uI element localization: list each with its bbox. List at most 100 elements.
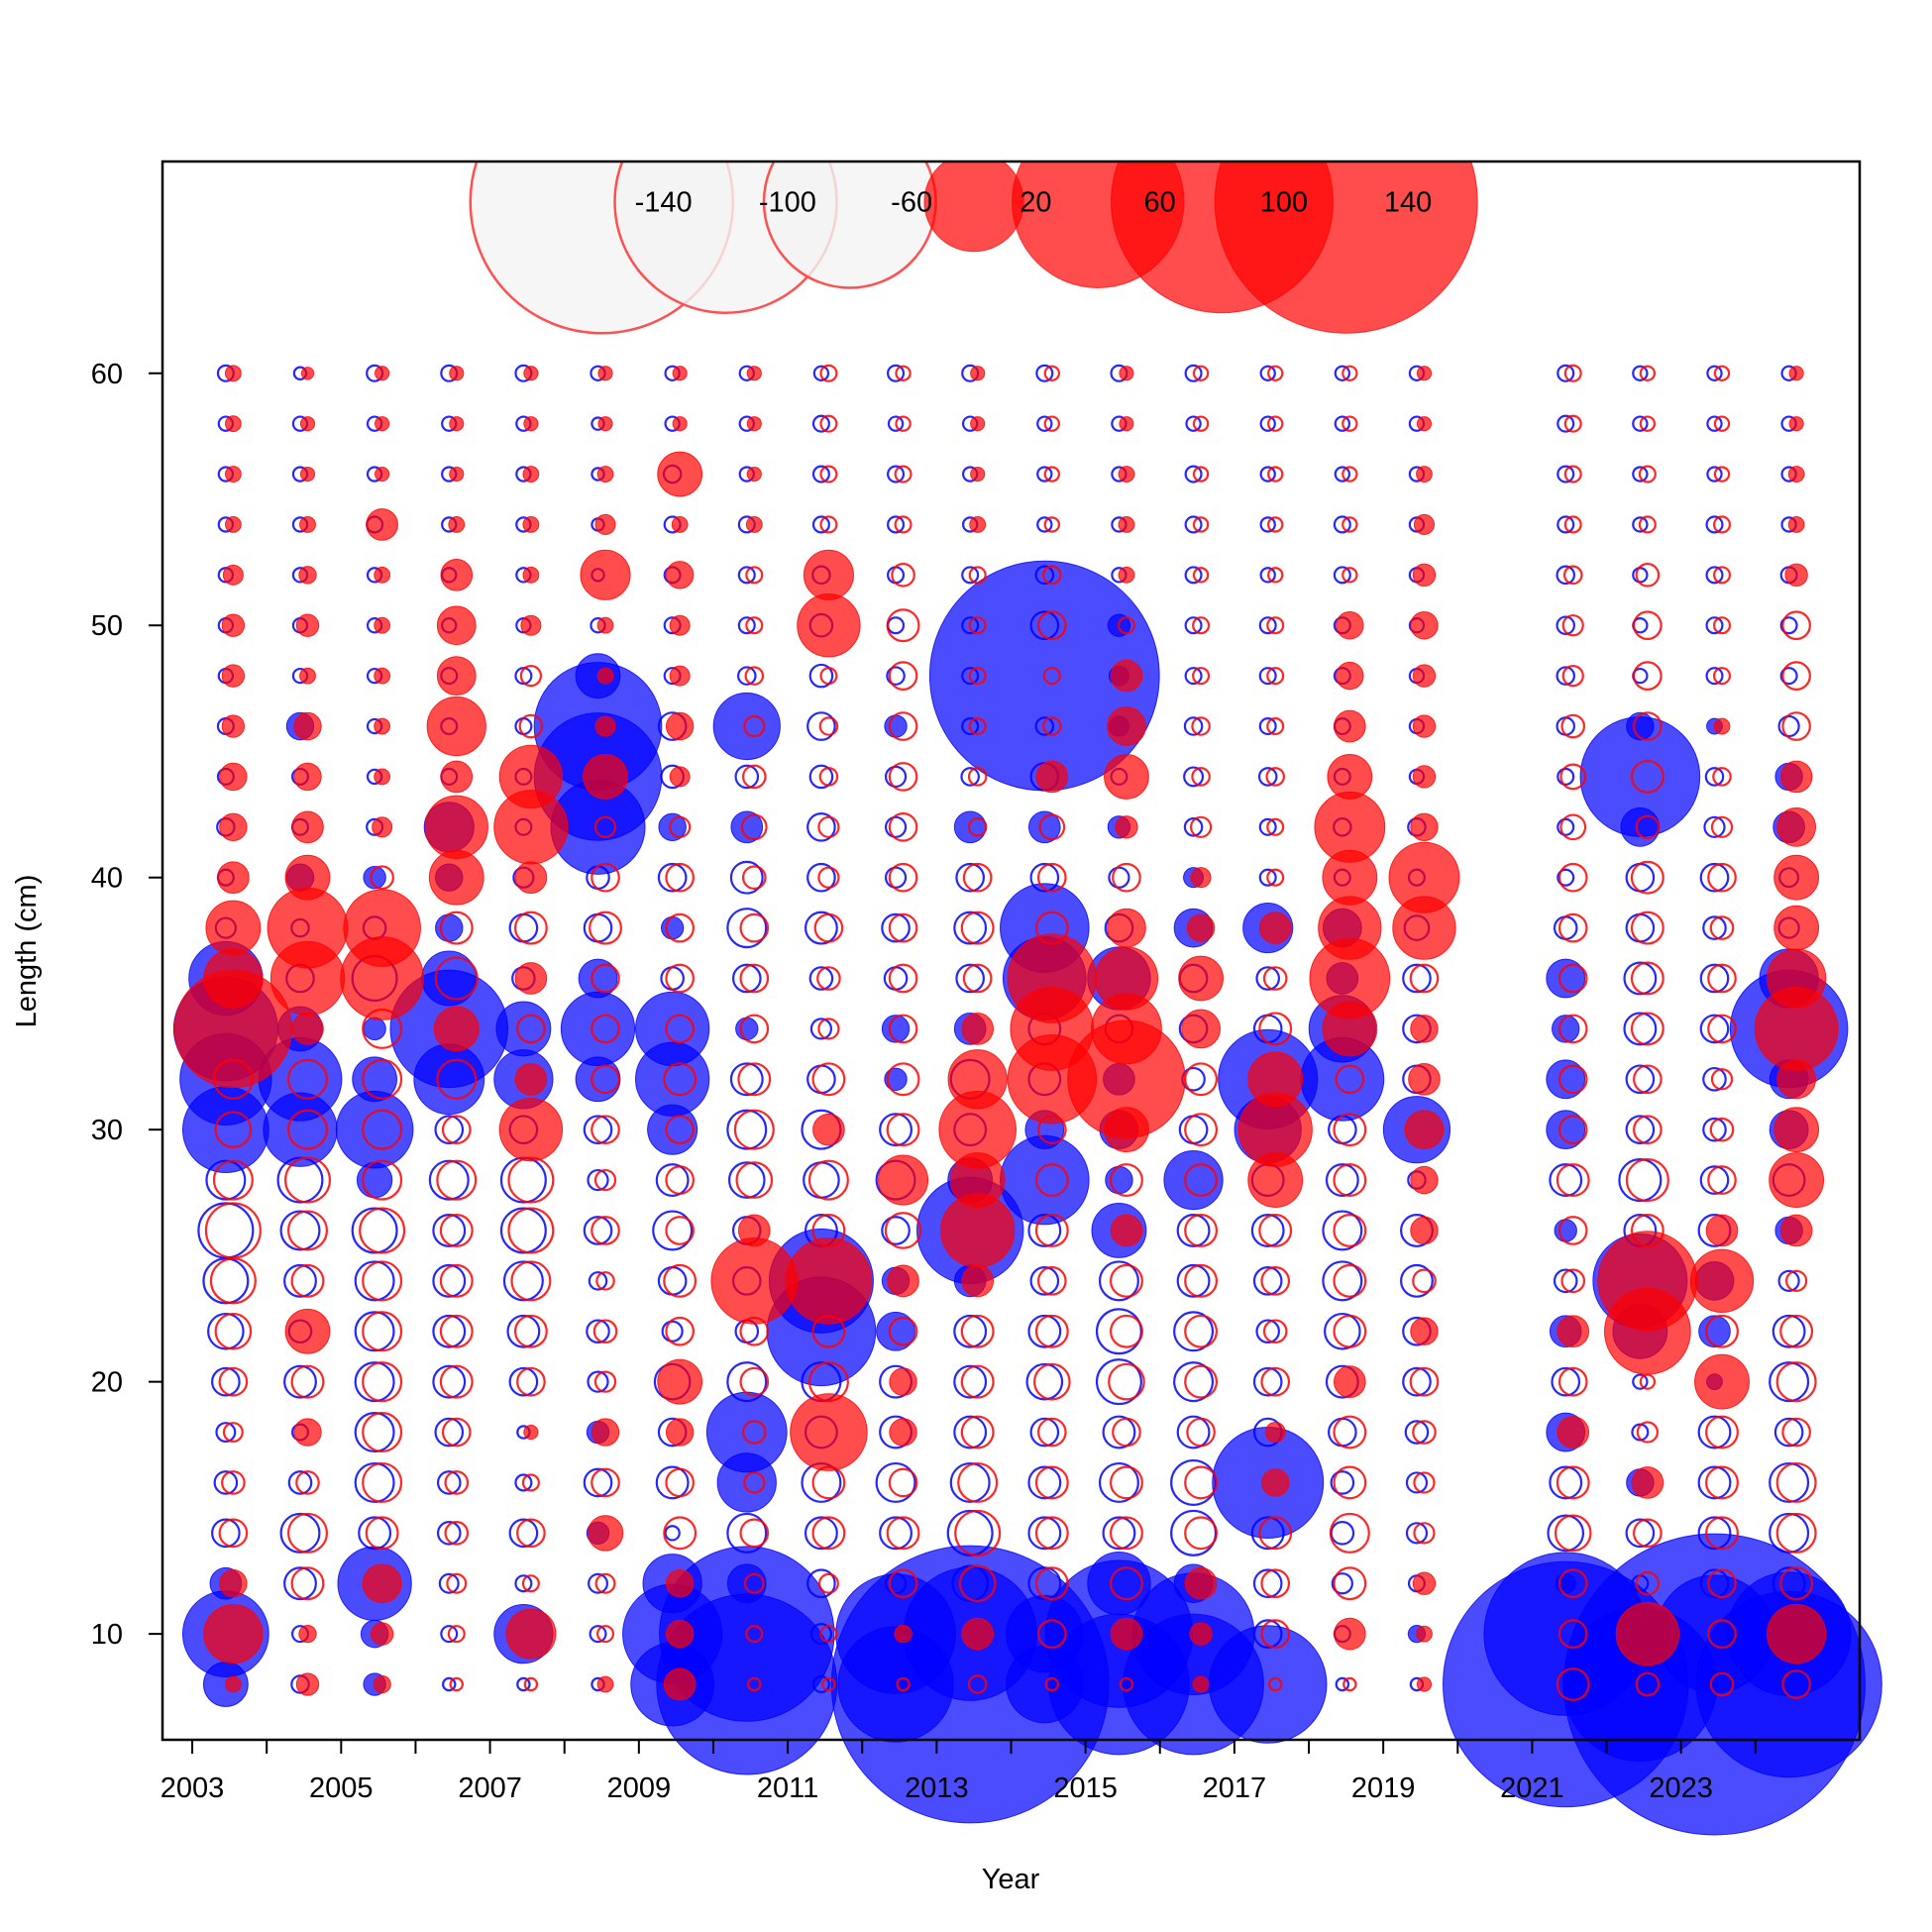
- bubble-point: [522, 516, 540, 533]
- bubble-point: [1176, 1263, 1211, 1298]
- bubble-point: [358, 1516, 392, 1551]
- bubble-point: [818, 716, 839, 736]
- bubble-point: [1557, 862, 1588, 893]
- bubble-point: [1192, 1675, 1210, 1693]
- x-tick-label: 2013: [905, 1772, 969, 1804]
- bubble-point: [1781, 711, 1811, 741]
- bubble-point: [1788, 366, 1804, 381]
- bubble-point: [737, 666, 757, 686]
- bubble-point: [1404, 1110, 1445, 1150]
- bubble-point: [1260, 1568, 1291, 1599]
- bubble-point: [1163, 1149, 1224, 1211]
- bubble-point: [1560, 1268, 1586, 1294]
- bubble-point: [1336, 611, 1364, 640]
- bubble-point: [951, 1564, 989, 1603]
- bubble-point: [214, 1111, 253, 1148]
- bubble-point: [1034, 1314, 1069, 1348]
- bubble-point: [1331, 1572, 1353, 1595]
- bubble-point: [374, 616, 391, 634]
- x-tick-label: 2015: [1053, 1772, 1118, 1804]
- bubble-point: [1342, 415, 1358, 432]
- bubble-point: [219, 812, 248, 842]
- bubble-point: [884, 714, 908, 738]
- bubble-point: [1260, 1366, 1291, 1397]
- bubble-point: [1557, 1619, 1588, 1649]
- bubble-point: [665, 561, 695, 590]
- bubble-point: [449, 1676, 465, 1692]
- bubble-point: [811, 1062, 846, 1097]
- bubble-point: [891, 563, 915, 588]
- bubble-point: [663, 1062, 698, 1097]
- bubble-point: [436, 1159, 478, 1201]
- bubble-point: [887, 465, 906, 483]
- bubble-point: [1705, 1314, 1739, 1348]
- bubble-point: [1702, 915, 1727, 940]
- bubble-point: [1405, 1522, 1429, 1545]
- bubble-point: [663, 1263, 698, 1298]
- bubble-point: [1043, 516, 1061, 533]
- bubble-point: [506, 1314, 541, 1348]
- bubble-point: [669, 614, 691, 636]
- bubble-point: [441, 1115, 472, 1144]
- bubble-point: [520, 614, 542, 636]
- bubble-point: [1322, 1260, 1363, 1302]
- bubble-point: [672, 416, 688, 432]
- bubble-point: [785, 1236, 873, 1325]
- bubble-point: [1712, 667, 1732, 686]
- bubble-point: [1176, 1214, 1211, 1247]
- bubble-point: [812, 1113, 845, 1146]
- bubble-point: [888, 1568, 918, 1599]
- bubble-point: [669, 766, 691, 788]
- bubble-point: [1633, 610, 1663, 641]
- bubble-point: [1267, 415, 1284, 432]
- bubble-point: [1771, 1314, 1806, 1348]
- bubble-point: [1775, 1461, 1817, 1503]
- bubble-point: [1183, 716, 1204, 736]
- bubble-point: [1556, 1416, 1590, 1449]
- bubble-point: [1557, 1366, 1588, 1397]
- bubble-point: [790, 1393, 868, 1471]
- bubble-point: [354, 1260, 395, 1302]
- bubble-point: [746, 416, 762, 432]
- bubble-point: [1625, 1158, 1669, 1203]
- bubble-point: [1630, 860, 1664, 895]
- bubble-point: [655, 1465, 690, 1500]
- x-tick-label: 2003: [161, 1772, 225, 1804]
- bubble-point: [1632, 466, 1649, 483]
- bubble-point: [665, 1115, 695, 1144]
- bubble-point: [1410, 812, 1439, 842]
- bubble-point: [1189, 1622, 1213, 1646]
- bubble-point: [961, 1617, 995, 1651]
- bubble-point: [809, 1623, 833, 1646]
- bubble-point: [1042, 565, 1062, 586]
- bubble-point: [1184, 364, 1203, 382]
- bubble-point: [888, 811, 918, 842]
- bubble-point: [1557, 912, 1588, 943]
- bubble-point: [705, 1391, 788, 1473]
- bubble-point: [729, 860, 764, 895]
- bubble-point: [1336, 661, 1364, 691]
- bubble-point: [1192, 567, 1210, 584]
- bubble-point: [1095, 1358, 1142, 1406]
- bubble-point: [1259, 365, 1276, 381]
- bubble-point: [710, 1236, 799, 1325]
- bubble-point: [875, 1461, 916, 1503]
- legend-label: 140: [1384, 187, 1432, 219]
- bubble-point: [428, 1159, 470, 1201]
- bubble-point: [596, 1675, 614, 1693]
- bubble-point: [811, 465, 830, 483]
- bubble-point: [743, 1471, 766, 1494]
- bubble-point: [1689, 1248, 1755, 1314]
- bubble-point: [1029, 862, 1060, 893]
- bubble-point: [1027, 1314, 1062, 1348]
- bubble-point: [594, 1572, 616, 1594]
- bubble-point: [204, 1202, 262, 1259]
- bubble-point: [1034, 1214, 1069, 1247]
- bubble-point: [876, 1311, 915, 1351]
- bubble-point: [1699, 1568, 1730, 1599]
- bubble-point: [436, 656, 477, 697]
- bubble-point: [739, 1014, 770, 1044]
- bubble-point: [293, 711, 322, 741]
- bubble-point: [510, 1260, 552, 1302]
- bubble-point: [1556, 515, 1575, 534]
